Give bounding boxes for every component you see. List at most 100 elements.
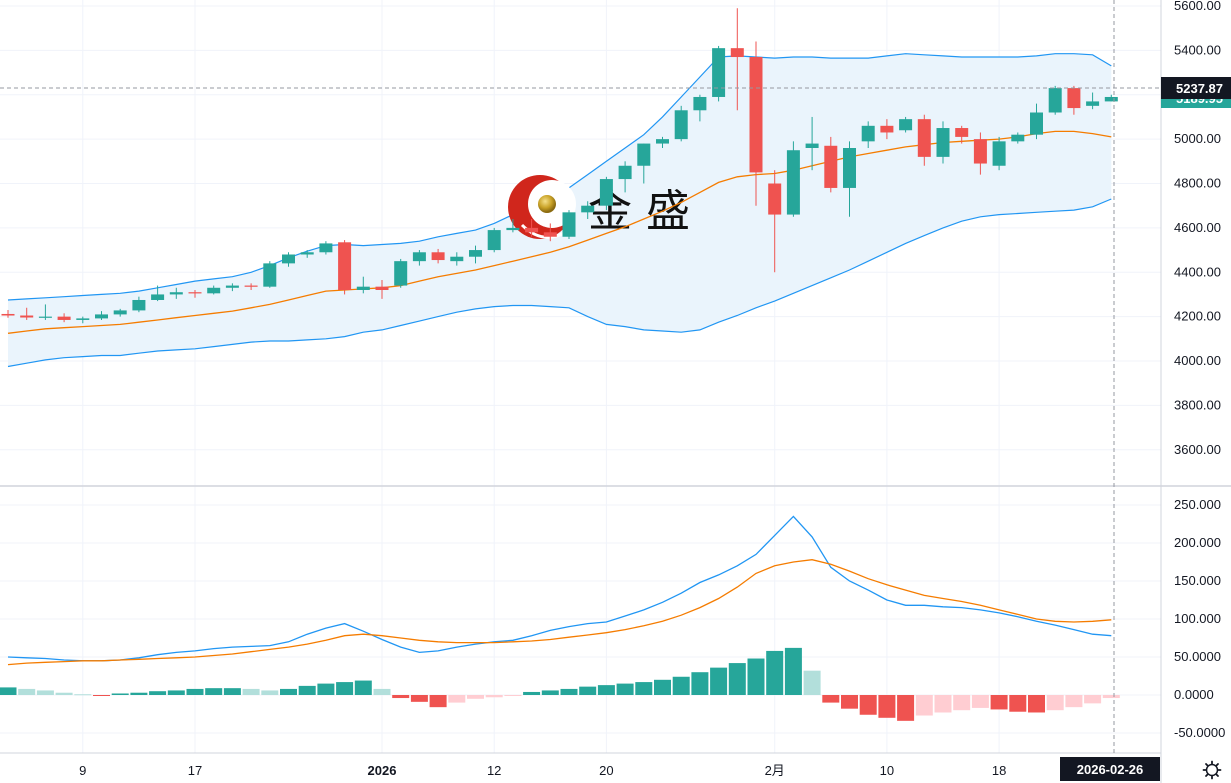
candle (57, 313, 71, 323)
candle-body (599, 179, 613, 206)
signal-line (7, 559, 1112, 666)
candle-body (861, 125, 875, 142)
macd-histogram-bar (859, 695, 877, 715)
macd-histogram-bar (990, 695, 1008, 710)
macd-histogram-bar (280, 688, 297, 695)
candle-body (263, 263, 277, 287)
candle-body (20, 315, 34, 318)
time-tick-label: 20 (599, 763, 613, 778)
candle (113, 308, 127, 317)
macd-axis-labels[interactable]: 250.000 200.000 150.000 100.000 50.0000 0.000… (1174, 497, 1225, 740)
candle-body (712, 48, 726, 97)
macd-histogram-bar (654, 679, 671, 695)
candle-body (693, 96, 707, 111)
candle-body (1104, 96, 1118, 102)
time-tick-label: 12 (487, 763, 501, 778)
candle (450, 252, 464, 266)
candle-body (880, 125, 894, 133)
macd-histogram-bar (1046, 695, 1064, 711)
candle-body (487, 230, 501, 251)
candle (581, 201, 595, 219)
macd-histogram-bar (429, 695, 447, 708)
price-tick-label: 5400.00 (1174, 42, 1221, 57)
crosshair-time-text: 2026-02-26 (1077, 762, 1144, 777)
candle-body (113, 310, 127, 315)
candle-body (1, 313, 15, 316)
macd-histogram-bar (130, 692, 148, 695)
macd-histogram-bar (897, 695, 915, 721)
macd-histogram-bar (373, 688, 391, 695)
price-axis-labels[interactable]: 5600.005400.005200.005000.004800.004600.… (1174, 0, 1221, 457)
candle-body (244, 285, 258, 287)
macd-histogram-bar (242, 688, 260, 695)
macd-histogram-bar (934, 695, 952, 713)
crosshair-time-badge: 2026-02-26 (1060, 757, 1160, 781)
candle (282, 252, 295, 267)
candle-body (805, 143, 819, 148)
candle-body (188, 292, 202, 294)
candle (525, 219, 539, 237)
price-tick-label: 4000.00 (1174, 353, 1221, 368)
time-tick-label: 2月 (765, 763, 785, 778)
candle-body (730, 48, 744, 58)
candle (169, 287, 183, 299)
price-tick-label: 5600.00 (1174, 0, 1221, 13)
macd-histogram-bar (111, 693, 129, 695)
macd-tick-label: 50.0000 (1174, 649, 1221, 664)
candle (992, 136, 1006, 171)
time-tick-label: 2026 (368, 763, 397, 778)
candle (38, 304, 52, 320)
macd-histogram-bar (205, 688, 223, 695)
candle-body (356, 286, 370, 290)
macd-histogram-bar (392, 695, 410, 699)
candle-body (76, 318, 90, 320)
candle-body (506, 227, 520, 231)
candle-body (169, 292, 183, 295)
macd-histogram-bar (93, 695, 110, 696)
candle (132, 296, 146, 313)
time-axis-labels[interactable]: 9 17 2026 12 20 2月 10 18 (79, 763, 1006, 778)
candle (917, 114, 931, 166)
crosshair-price-text: 5237.87 (1176, 81, 1223, 96)
candle-body (300, 252, 314, 255)
candle-body (319, 243, 333, 253)
macd-histogram-bar (766, 650, 784, 695)
candle-body (1067, 88, 1081, 109)
price-tick-label: 3600.00 (1174, 442, 1221, 457)
gear-icon[interactable] (1202, 760, 1222, 780)
candle-body (394, 261, 408, 286)
macd-histogram-bar (74, 694, 92, 696)
candle (188, 290, 202, 298)
macd-histogram-bar (55, 692, 73, 695)
candle (1086, 92, 1100, 110)
candle-body (768, 183, 782, 215)
candle (973, 132, 987, 175)
macd-histogram-bar (1028, 695, 1045, 713)
candle (20, 307, 34, 320)
candle-body (973, 139, 987, 164)
macd-histogram-bar (354, 680, 372, 695)
candle-body (412, 252, 426, 262)
candle-body (132, 299, 146, 311)
macd-tick-label: 200.000 (1174, 535, 1221, 550)
candle (674, 105, 688, 142)
macd-histogram-bar (167, 690, 185, 695)
candle (843, 141, 856, 217)
macd-histogram-bar (223, 688, 241, 695)
candle (225, 283, 239, 292)
time-tick-label: 10 (880, 763, 894, 778)
candle-body (955, 128, 969, 137)
candle-body (1011, 134, 1025, 142)
candle-body (207, 287, 221, 294)
candle (76, 316, 90, 324)
candle-body (637, 143, 651, 166)
macd-tick-label: 100.000 (1174, 611, 1221, 626)
candle (375, 280, 389, 299)
candle (880, 119, 894, 140)
macd-histogram (0, 647, 1120, 721)
candle-body (1030, 112, 1043, 135)
time-tick-label: 9 (79, 763, 86, 778)
candle (618, 161, 632, 193)
candle-body (936, 128, 950, 157)
